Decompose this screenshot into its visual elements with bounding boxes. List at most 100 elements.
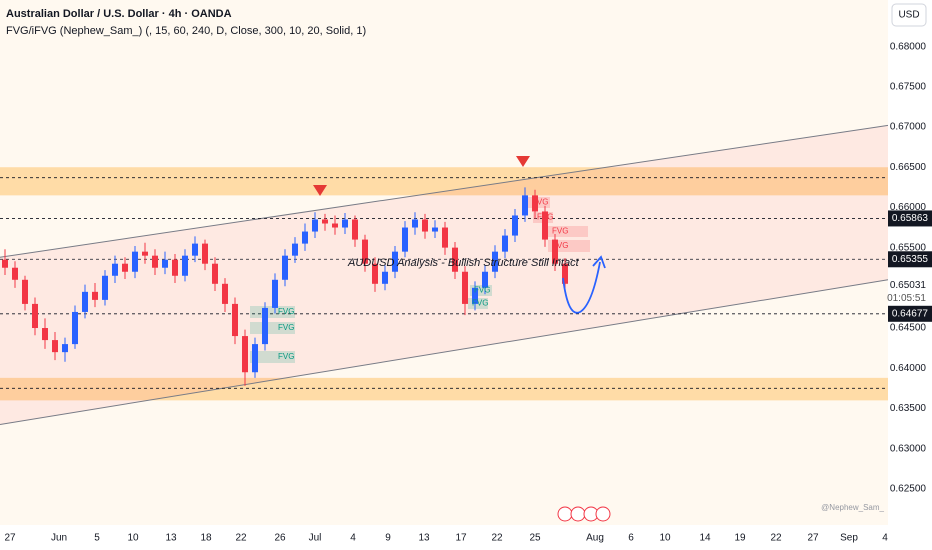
- x-tick-label: 10: [659, 533, 671, 544]
- candle-body: [162, 259, 168, 268]
- fvg-label: FVG: [537, 213, 553, 222]
- last-price-label: 0.65031: [890, 280, 927, 291]
- candle-body: [12, 267, 18, 280]
- x-tick-label: Sep: [840, 533, 858, 544]
- fvg-label: FVG: [532, 198, 548, 207]
- zone: [0, 167, 888, 196]
- y-tick-label: 0.66500: [890, 162, 927, 173]
- x-tick-label: 13: [418, 533, 430, 544]
- candle-body: [142, 251, 148, 256]
- x-tick-label: 10: [127, 533, 139, 544]
- x-tick-label: 5: [94, 533, 100, 544]
- x-tick-label: Jul: [309, 533, 322, 544]
- y-tick-label: 0.63000: [890, 443, 927, 454]
- candle-body: [72, 311, 78, 345]
- price-tag-label: 0.64677: [892, 308, 929, 319]
- channel-line: [0, 124, 889, 258]
- x-tick-label: 22: [491, 533, 503, 544]
- fvg-box: [548, 240, 590, 252]
- y-tick-label: 0.62500: [890, 483, 927, 494]
- candle-body: [272, 279, 278, 308]
- currency-label[interactable]: USD: [898, 10, 919, 21]
- x-tick-label: 25: [529, 533, 541, 544]
- fvg-label: FVG: [278, 307, 294, 316]
- candle-body: [502, 235, 508, 252]
- candle-body: [472, 287, 478, 304]
- candle-body: [542, 211, 548, 240]
- fvg-box: [250, 306, 295, 318]
- candle-body: [242, 336, 248, 373]
- candle-body: [82, 291, 88, 312]
- candle-body: [42, 328, 48, 341]
- candle-body: [212, 263, 218, 284]
- candle-body: [512, 215, 518, 236]
- x-tick-label: 4: [350, 533, 356, 544]
- price-tag: [888, 305, 932, 322]
- candle-body: [522, 195, 528, 216]
- candle-body: [452, 247, 458, 272]
- arrow-down: [516, 156, 530, 167]
- candle-body: [392, 251, 398, 272]
- fvg-label: FVG: [474, 286, 490, 295]
- candle-body: [462, 271, 468, 304]
- candle-body: [562, 263, 568, 284]
- candle-body: [252, 344, 258, 373]
- x-tick-label: 13: [165, 533, 177, 544]
- channel-fill: [0, 125, 888, 425]
- fvg-box: [250, 351, 295, 363]
- fvg-box: [528, 197, 550, 208]
- candle-body: [352, 219, 358, 240]
- y-tick-label: 0.63500: [890, 403, 927, 414]
- x-tick-label: 4: [882, 533, 888, 544]
- price-tag-label: 0.65355: [892, 254, 929, 265]
- candle-body: [382, 271, 388, 284]
- currency-button[interactable]: [891, 3, 927, 27]
- x-tick-label: 17: [455, 533, 467, 544]
- x-tick-label: 26: [274, 533, 286, 544]
- fvg-label: FVG: [278, 323, 294, 332]
- candle-body: [412, 219, 418, 228]
- x-tick-label: Jun: [51, 533, 67, 544]
- y-tick-label: 0.67500: [890, 81, 927, 92]
- candle-body: [302, 231, 308, 244]
- candle-body: [492, 251, 498, 272]
- arrow-down: [313, 185, 327, 196]
- channel-line: [0, 279, 889, 425]
- candle-body: [192, 243, 198, 256]
- x-tick-label: 22: [770, 533, 782, 544]
- projection-arrowhead: [592, 255, 606, 269]
- price-tag: [888, 251, 932, 268]
- candle-body: [532, 195, 538, 212]
- fvg-label: FVG: [278, 352, 294, 361]
- fvg-box: [548, 226, 588, 237]
- candle-body: [362, 239, 368, 264]
- candle-body: [62, 344, 68, 353]
- fvg-label: FVG: [552, 227, 568, 236]
- candle-body: [22, 279, 28, 304]
- x-tick-label: 6: [628, 533, 634, 544]
- candle-body: [312, 219, 318, 232]
- candle-body: [52, 340, 58, 353]
- candle-body: [432, 227, 438, 232]
- candle-body: [132, 251, 138, 272]
- fvg-label: FVG: [552, 241, 568, 250]
- chart-title: Australian Dollar / U.S. Dollar · 4h · O…: [6, 8, 232, 20]
- y-tick-label: 0.65500: [890, 242, 927, 253]
- y-tick-label: 0.68000: [890, 41, 927, 52]
- x-tick-label: 14: [699, 533, 711, 544]
- candle-body: [332, 223, 338, 228]
- candle-body: [122, 263, 128, 272]
- candle-body: [442, 227, 448, 248]
- candle-body: [182, 255, 188, 276]
- fvg-box: [470, 285, 492, 296]
- candle-body: [202, 243, 208, 264]
- x-tick-label: Aug: [586, 533, 604, 544]
- time-axis: [0, 525, 932, 550]
- candle-body: [92, 291, 98, 300]
- event-icons: [557, 506, 611, 522]
- candle-body: [422, 219, 428, 232]
- candle-body: [2, 259, 8, 268]
- x-tick-label: 22: [235, 533, 247, 544]
- candle-body: [292, 243, 298, 256]
